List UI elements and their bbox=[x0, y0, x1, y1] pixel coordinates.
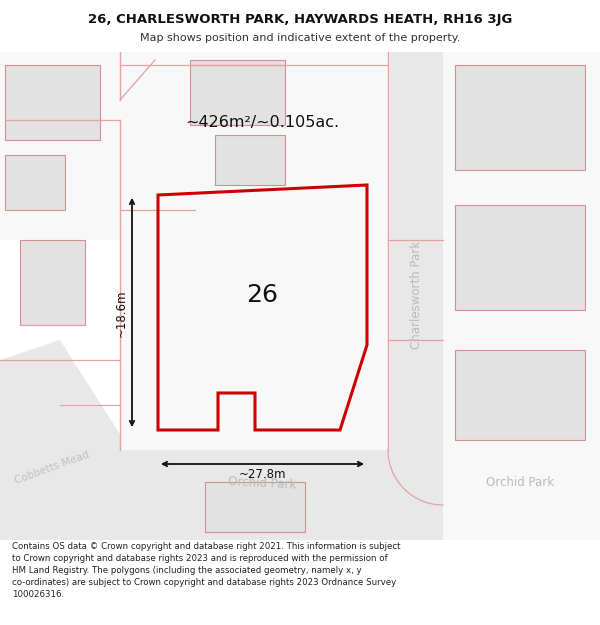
Text: Contains OS data © Crown copyright and database right 2021. This information is : Contains OS data © Crown copyright and d… bbox=[12, 542, 401, 599]
Bar bbox=[388, 52, 443, 540]
Text: ~27.8m: ~27.8m bbox=[238, 468, 286, 481]
Bar bbox=[20, 240, 85, 325]
Text: 26, CHARLESWORTH PARK, HAYWARDS HEATH, RH16 3JG: 26, CHARLESWORTH PARK, HAYWARDS HEATH, R… bbox=[88, 13, 512, 26]
Bar bbox=[5, 155, 65, 210]
Bar bbox=[0, 450, 600, 540]
Text: Orchid Park: Orchid Park bbox=[227, 475, 296, 491]
Text: Orchid Park: Orchid Park bbox=[486, 476, 554, 489]
Polygon shape bbox=[0, 340, 130, 450]
Bar bbox=[205, 482, 305, 532]
Bar bbox=[120, 52, 390, 450]
Bar bbox=[455, 205, 585, 310]
Text: 26: 26 bbox=[246, 283, 278, 307]
Text: ~18.6m: ~18.6m bbox=[115, 289, 128, 337]
Text: Charlesworth Park: Charlesworth Park bbox=[409, 241, 422, 349]
Bar bbox=[5, 65, 100, 140]
Bar bbox=[0, 52, 120, 240]
Bar bbox=[455, 350, 585, 440]
Bar bbox=[455, 65, 585, 170]
Text: ~426m²/~0.105ac.: ~426m²/~0.105ac. bbox=[185, 114, 339, 129]
Text: Map shows position and indicative extent of the property.: Map shows position and indicative extent… bbox=[140, 32, 460, 43]
Bar bbox=[190, 60, 285, 125]
Text: Cobbetts Mead: Cobbetts Mead bbox=[13, 450, 91, 486]
Bar bbox=[443, 52, 600, 540]
Bar bbox=[215, 135, 285, 185]
